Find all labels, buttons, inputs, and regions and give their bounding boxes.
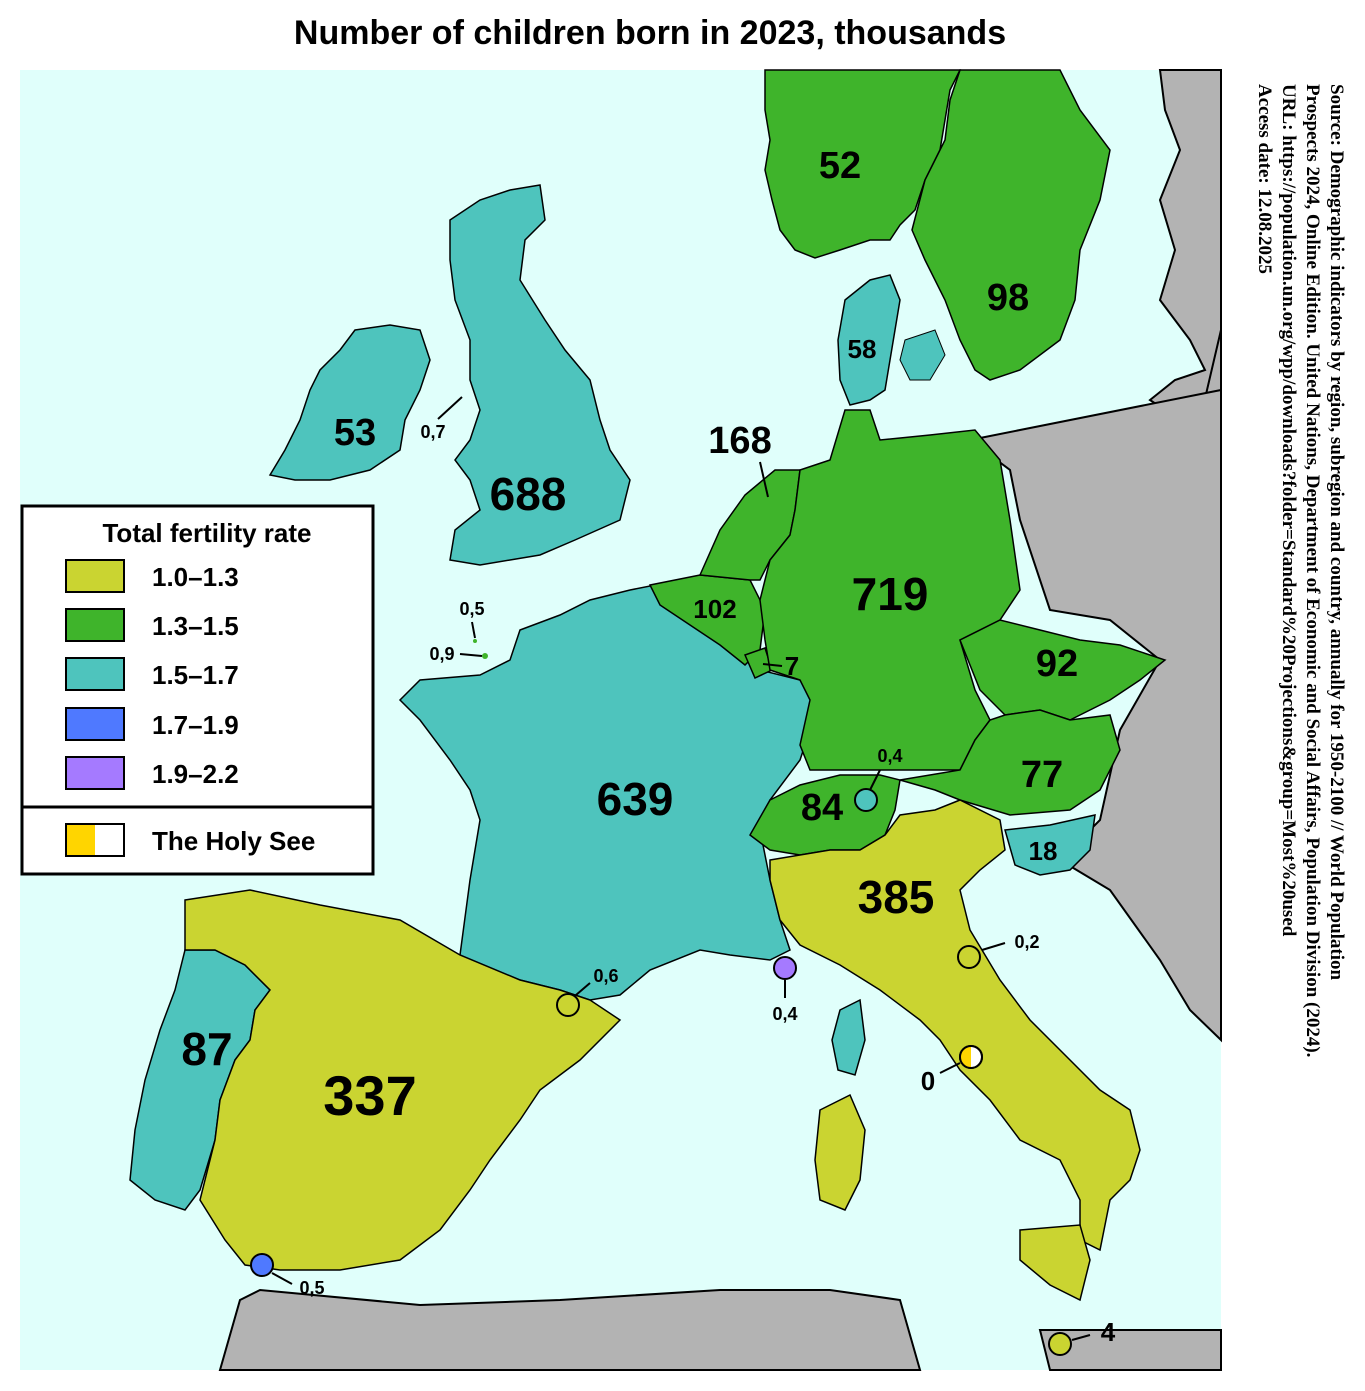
label-france: 639 bbox=[597, 773, 674, 825]
label-ireland: 53 bbox=[334, 412, 376, 454]
region-sicily bbox=[1019, 1224, 1091, 1302]
region-sardinia bbox=[814, 1093, 866, 1211]
marker-san-marino bbox=[957, 945, 981, 969]
label-austria: 77 bbox=[1021, 754, 1063, 796]
map-title: Number of children born in 2023, thousan… bbox=[293, 14, 1007, 52]
legend-label-1: 1.0–1.3 bbox=[152, 562, 239, 592]
label-isle-of-man: 0,7 bbox=[420, 422, 445, 442]
leader-liechtenstein bbox=[869, 769, 881, 791]
legend-title: Total fertility rate bbox=[102, 518, 311, 548]
region-austria bbox=[899, 709, 1121, 816]
region-norway bbox=[764, 69, 962, 259]
label-portugal: 87 bbox=[181, 1023, 232, 1075]
leader-isle-of-man bbox=[437, 396, 463, 420]
region-uk bbox=[449, 184, 631, 566]
legend: Total fertility rate 1.0–1.3 1.3–1.5 1.5… bbox=[20, 504, 375, 876]
label-italy: 385 bbox=[858, 871, 935, 923]
label-netherlands: 168 bbox=[708, 420, 771, 462]
leader-andorra bbox=[575, 982, 591, 996]
label-luxembourg: 7 bbox=[785, 651, 799, 681]
region-spain bbox=[184, 889, 622, 1271]
source-line-3: URL: https://population.un.org/wpp/downl… bbox=[1278, 84, 1299, 937]
source-line-2: Prospects 2024, Online Edition. United N… bbox=[1302, 84, 1323, 1057]
legend-label-2: 1.3–1.5 bbox=[152, 611, 239, 641]
marker-gibraltar bbox=[250, 1253, 274, 1277]
region-jersey bbox=[482, 653, 488, 659]
legend-label-3: 1.5–1.7 bbox=[152, 660, 239, 690]
label-jersey: 0,9 bbox=[429, 644, 454, 664]
region-ireland bbox=[268, 324, 431, 481]
label-guernsey: 0,5 bbox=[459, 599, 484, 619]
region-corsica bbox=[831, 998, 866, 1076]
label-monaco: 0,4 bbox=[772, 1004, 797, 1024]
marker-holy-see bbox=[959, 1045, 983, 1069]
non-european-land bbox=[218, 69, 1222, 1371]
label-norway: 52 bbox=[819, 145, 861, 187]
label-andorra: 0,6 bbox=[593, 966, 618, 986]
legend-label-4: 1.7–1.9 bbox=[152, 710, 239, 740]
label-switzerland: 84 bbox=[801, 787, 843, 829]
label-malta: 4 bbox=[1101, 1317, 1116, 1347]
region-guernsey bbox=[473, 639, 477, 643]
leader-san-marino bbox=[981, 942, 1006, 951]
marker-liechtenstein bbox=[854, 788, 878, 812]
label-germany: 719 bbox=[852, 568, 929, 620]
marker-monaco bbox=[773, 956, 797, 980]
leader-netherlands bbox=[759, 461, 769, 498]
legend-swatch-2 bbox=[65, 608, 125, 642]
source-line-1: Source: Demographic indicators by region… bbox=[1326, 84, 1347, 981]
label-slovenia: 18 bbox=[1029, 836, 1058, 866]
leader-gibraltar bbox=[271, 1272, 293, 1285]
label-uk: 688 bbox=[490, 468, 567, 520]
legend-label-5: 1.9–2.2 bbox=[152, 759, 239, 789]
leader-jersey bbox=[459, 653, 483, 657]
label-belgium: 102 bbox=[693, 594, 736, 624]
label-czechia: 92 bbox=[1036, 643, 1078, 685]
legend-swatch-5 bbox=[65, 756, 125, 790]
region-denmark bbox=[837, 274, 901, 406]
source-line-4: Access date: 12.08.2025 bbox=[1254, 84, 1275, 274]
region-denmark-islands bbox=[899, 329, 946, 381]
marker-malta bbox=[1048, 1332, 1072, 1356]
label-gibraltar: 0,5 bbox=[299, 1278, 324, 1298]
marker-andorra bbox=[556, 993, 580, 1017]
label-sweden: 98 bbox=[987, 277, 1029, 319]
legend-swatch-3 bbox=[65, 657, 125, 691]
region-sweden bbox=[911, 69, 1111, 381]
label-spain: 337 bbox=[323, 1064, 416, 1127]
label-denmark: 58 bbox=[848, 334, 877, 364]
leader-luxembourg bbox=[762, 663, 783, 667]
source-note: Source: Demographic indicators by region… bbox=[1254, 84, 1347, 1057]
leader-guernsey bbox=[471, 621, 476, 639]
legend-swatch-4 bbox=[65, 707, 125, 741]
label-holy-see: 0 bbox=[921, 1066, 935, 1096]
label-san-marino: 0,2 bbox=[1014, 932, 1039, 952]
leader-holy-see bbox=[939, 1062, 961, 1074]
region-italy bbox=[769, 799, 1141, 1252]
leader-malta bbox=[1071, 1334, 1091, 1341]
legend-swatch-1 bbox=[65, 559, 125, 593]
label-liechtenstein: 0,4 bbox=[877, 746, 902, 766]
legend-swatch-holy-see bbox=[65, 823, 125, 857]
region-slovenia bbox=[1004, 814, 1096, 876]
legend-label-holy-see: The Holy See bbox=[152, 826, 315, 856]
